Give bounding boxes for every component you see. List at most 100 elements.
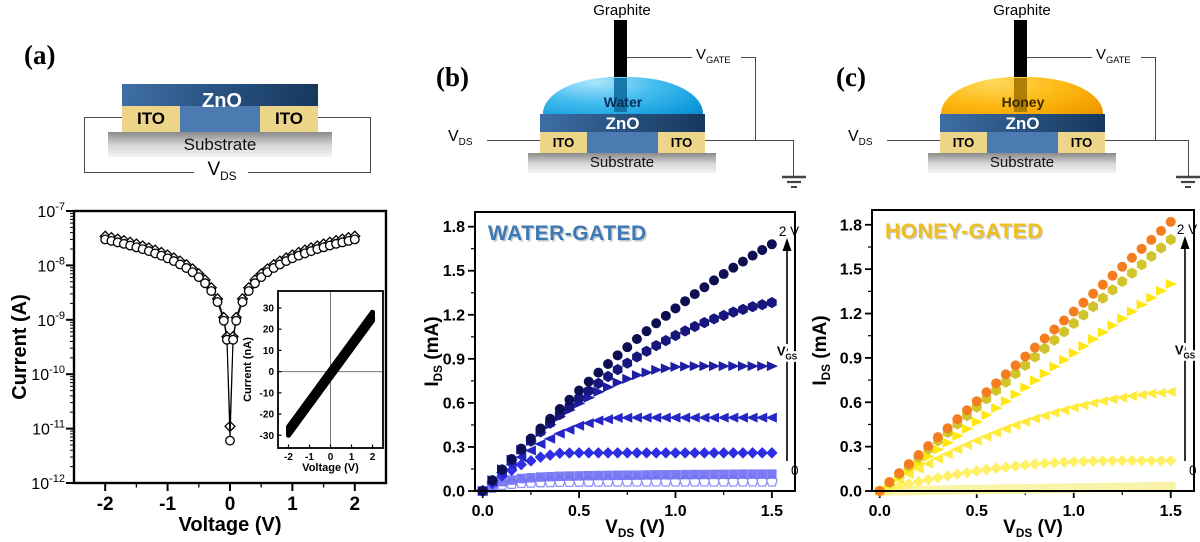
wire — [370, 117, 371, 173]
svg-text:0.5: 0.5 — [568, 503, 590, 520]
vds-label-b: VDS — [448, 128, 472, 148]
vgate-label-b: VGATE — [696, 46, 731, 65]
vds-subscript: DS — [858, 137, 873, 149]
graphite-label-b: Graphite — [593, 2, 651, 19]
ito-electrode-c-left: ITO — [940, 132, 987, 153]
svg-text:1.0: 1.0 — [664, 503, 686, 520]
annotation-bottom: 0 — [791, 463, 799, 478]
svg-text:0.5: 0.5 — [966, 503, 988, 520]
vds-subscript: DS — [220, 169, 237, 183]
svg-text:-1: -1 — [305, 452, 314, 463]
zno-label-c: ZnO — [1005, 114, 1040, 133]
chart-title: HONEY-GATED — [885, 220, 1043, 243]
vgate-label-c: VGATE — [1096, 46, 1131, 65]
honey-gated-output-chart: 0.0 0.5 1.0 1.5 0.0 0.3 0.6 0.9 1.2 1.5 1.8 VDS (V)… — [810, 209, 1198, 540]
substrate-c: Substrate — [928, 153, 1116, 173]
ito-electrode-c-right: ITO — [1058, 132, 1105, 153]
svg-text:0: 0 — [328, 452, 334, 463]
water-gated-output-chart: 0.0 0.5 1.0 1.5 0.0 0.3 0.6 0.9 1.2 1.5 1.8 VDS (V)… — [422, 211, 800, 540]
vds-symbol: V — [448, 128, 459, 145]
honey-label: Honey — [1001, 94, 1045, 110]
inset-y-axis-title: Current (nA) — [242, 337, 254, 402]
vgs-arrowhead — [1180, 236, 1190, 249]
ground-icon — [1176, 175, 1200, 188]
graphite-rod-c — [1014, 20, 1027, 78]
svg-text:1.5: 1.5 — [443, 263, 465, 280]
zno-layer-a — [122, 84, 318, 106]
vgs-arrowhead — [782, 238, 792, 251]
svg-text:10-7: 10-7 — [37, 201, 65, 221]
wire — [1188, 140, 1189, 176]
annotation-top: 2 V — [1177, 222, 1197, 237]
substrate-a: Substrate — [108, 132, 332, 157]
svg-text:0.0: 0.0 — [869, 503, 891, 520]
wire — [1141, 57, 1155, 58]
svg-text:1.5: 1.5 — [761, 503, 783, 520]
wire — [755, 57, 756, 141]
svg-text:1.2: 1.2 — [443, 307, 465, 324]
vgate-subscript: GATE — [1106, 55, 1131, 65]
svg-text:1.8: 1.8 — [443, 219, 465, 236]
zno-layer-c — [940, 114, 1105, 132]
iv-log-chart: -2 -1 0 1 210-710-810-910-1010-1110-12Voltag… — [10, 201, 388, 536]
svg-text:-20: -20 — [260, 410, 275, 421]
svg-text:10-9: 10-9 — [37, 310, 65, 330]
svg-text:0.6: 0.6 — [840, 395, 862, 412]
wire — [84, 117, 122, 118]
wire — [1105, 140, 1188, 141]
svg-text:0.3: 0.3 — [840, 439, 862, 456]
ito-electrode-a-left: ITO — [122, 106, 180, 132]
svg-text:10-8: 10-8 — [37, 255, 65, 275]
wire — [487, 140, 540, 141]
inset-data-band — [286, 309, 375, 438]
chart-title: WATER-GATED — [488, 222, 647, 245]
inset-x-axis-title: Voltage (V) — [302, 462, 359, 474]
annotation-vgs: VGS — [1175, 343, 1196, 361]
svg-text:10-10: 10-10 — [31, 364, 65, 384]
zno-layer-b — [540, 114, 705, 132]
ground-icon — [782, 175, 806, 188]
wire — [627, 57, 692, 58]
water-label: Water — [603, 94, 643, 110]
svg-text:10: 10 — [263, 346, 275, 357]
substrate-b: Substrate — [528, 153, 716, 173]
svg-text:0: 0 — [268, 367, 274, 378]
wire — [1027, 57, 1092, 58]
annotation-top: 2 V — [779, 224, 799, 239]
svg-text:-10: -10 — [260, 388, 275, 399]
vds-label-a: VDS — [196, 159, 248, 183]
vds-symbol: V — [848, 128, 859, 145]
svg-text:0.0: 0.0 — [443, 484, 465, 501]
series-vgs-top-2V — [477, 239, 777, 496]
y-axis-title: IDS (mA) — [422, 316, 445, 386]
svg-text:0.6: 0.6 — [443, 395, 465, 412]
svg-text:1.5: 1.5 — [1160, 503, 1182, 520]
wire — [705, 140, 793, 141]
svg-text:0.0: 0.0 — [472, 503, 494, 520]
x-axis-title: Voltage (V) — [179, 514, 282, 536]
graphite-label-c: Graphite — [993, 2, 1051, 19]
panel-c-label: (c) — [836, 62, 866, 92]
wire — [84, 117, 85, 173]
svg-text:1: 1 — [287, 494, 298, 515]
series-vgs-top-2V — [874, 216, 1176, 496]
panel-b-label: (b) — [436, 62, 469, 92]
series-vgs-level-5 — [476, 447, 778, 497]
svg-text:2: 2 — [370, 452, 376, 463]
ito-electrode-a-right: ITO — [260, 106, 318, 132]
wire — [741, 57, 755, 58]
svg-text:2: 2 — [350, 494, 361, 515]
vds-symbol: V — [207, 159, 221, 180]
svg-text:0: 0 — [225, 494, 236, 515]
svg-text:20: 20 — [263, 325, 275, 336]
ito-electrode-b-left: ITO — [540, 132, 587, 153]
series-vgs-level-5 — [874, 454, 1177, 497]
svg-text:0.0: 0.0 — [840, 484, 862, 501]
svg-text:-30: -30 — [260, 431, 275, 442]
zno-label-a: ZnO — [202, 90, 242, 112]
ito-electrode-b-right: ITO — [658, 132, 705, 153]
zno-label-b: ZnO — [605, 114, 640, 133]
graphite-rod-tip-b — [614, 78, 627, 112]
svg-text:1.5: 1.5 — [840, 262, 862, 279]
